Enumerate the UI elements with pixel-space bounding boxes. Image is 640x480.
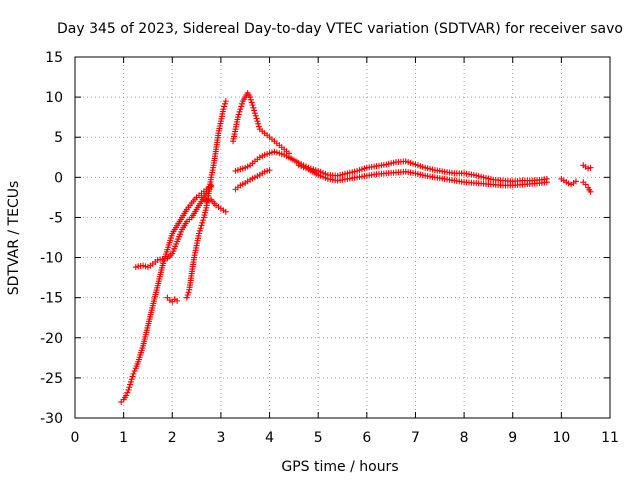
data-point: [130, 370, 137, 377]
data-point: [253, 115, 260, 122]
data-point: [198, 222, 205, 229]
x-tick-label: 2: [168, 430, 177, 446]
data-point: [234, 114, 241, 121]
y-axis-label: SDTVAR / TECUs: [6, 181, 22, 296]
y-tick-label: 0: [54, 170, 63, 186]
data-point: [185, 289, 192, 296]
plot-frame: [74, 56, 611, 419]
data-point: [174, 297, 181, 304]
x-tick-label: 9: [508, 430, 517, 446]
data-point: [123, 392, 130, 399]
data-marks: [118, 90, 594, 405]
y-tick-label: 5: [54, 130, 63, 146]
data-point: [587, 188, 594, 195]
data-point: [127, 381, 134, 388]
y-tick-label: -5: [49, 210, 63, 226]
x-tick-label: 8: [460, 430, 469, 446]
data-point: [197, 225, 204, 232]
data-point: [124, 389, 131, 396]
data-point: [128, 376, 135, 383]
data-point: [199, 219, 206, 226]
data-point: [222, 98, 229, 105]
chart-title: Day 345 of 2023, Sidereal Day-to-day VTE…: [57, 21, 623, 37]
y-tick-label: -30: [40, 411, 63, 427]
data-point: [252, 112, 259, 119]
data-point: [127, 378, 134, 385]
x-tick-label: 0: [71, 430, 80, 446]
data-point: [125, 386, 132, 393]
y-tick-label: 15: [45, 50, 63, 66]
data-point: [235, 111, 242, 118]
y-tick-label: -10: [40, 251, 63, 267]
data-point: [266, 167, 273, 174]
data-point: [256, 123, 263, 130]
data-point: [582, 181, 589, 188]
data-point: [200, 217, 207, 224]
data-point: [238, 103, 245, 110]
data-point: [249, 102, 256, 109]
y-tick-label: -20: [40, 331, 63, 347]
data-point: [247, 94, 254, 101]
data-point: [251, 107, 258, 114]
data-point: [196, 230, 203, 237]
data-point: [221, 103, 228, 110]
data-point: [238, 100, 245, 107]
x-tick-label: 3: [216, 430, 225, 446]
data-point: [251, 110, 258, 117]
x-tick-label: 4: [265, 430, 274, 446]
data-point: [236, 108, 243, 115]
data-point: [572, 178, 579, 185]
data-point: [255, 120, 262, 127]
data-point: [126, 384, 133, 391]
data-point: [129, 373, 136, 380]
data-point: [131, 368, 138, 375]
data-point: [196, 227, 203, 234]
data-point: [254, 118, 261, 125]
x-tick-label: 1: [119, 430, 128, 446]
data-point: [184, 291, 191, 298]
data-point: [221, 100, 228, 107]
y-tick-label: -15: [40, 291, 63, 307]
data-point: [250, 104, 257, 111]
x-axis-label: GPS time / hours: [281, 459, 398, 475]
y-tick-label: 10: [45, 90, 63, 106]
x-tick-label: 10: [552, 430, 570, 446]
x-tick-label: 6: [362, 430, 371, 446]
data-point: [183, 294, 190, 301]
data-point: [222, 208, 229, 215]
x-tick-label: 5: [314, 430, 323, 446]
data-point: [247, 96, 254, 103]
data-point: [587, 164, 594, 171]
x-tick-label: 7: [411, 430, 420, 446]
data-point: [237, 106, 244, 113]
data-point: [220, 106, 227, 113]
data-point: [543, 179, 550, 186]
grid: [75, 57, 610, 418]
y-tick-label: -25: [40, 371, 63, 387]
axis-ticks: 0 1 2 3 4 5 6 7 8 9 10 11 15 10 5 0 -5 -10 -15 -20 -25 -30: [40, 50, 619, 446]
data-point: [248, 99, 255, 106]
x-tick-label: 11: [601, 430, 619, 446]
